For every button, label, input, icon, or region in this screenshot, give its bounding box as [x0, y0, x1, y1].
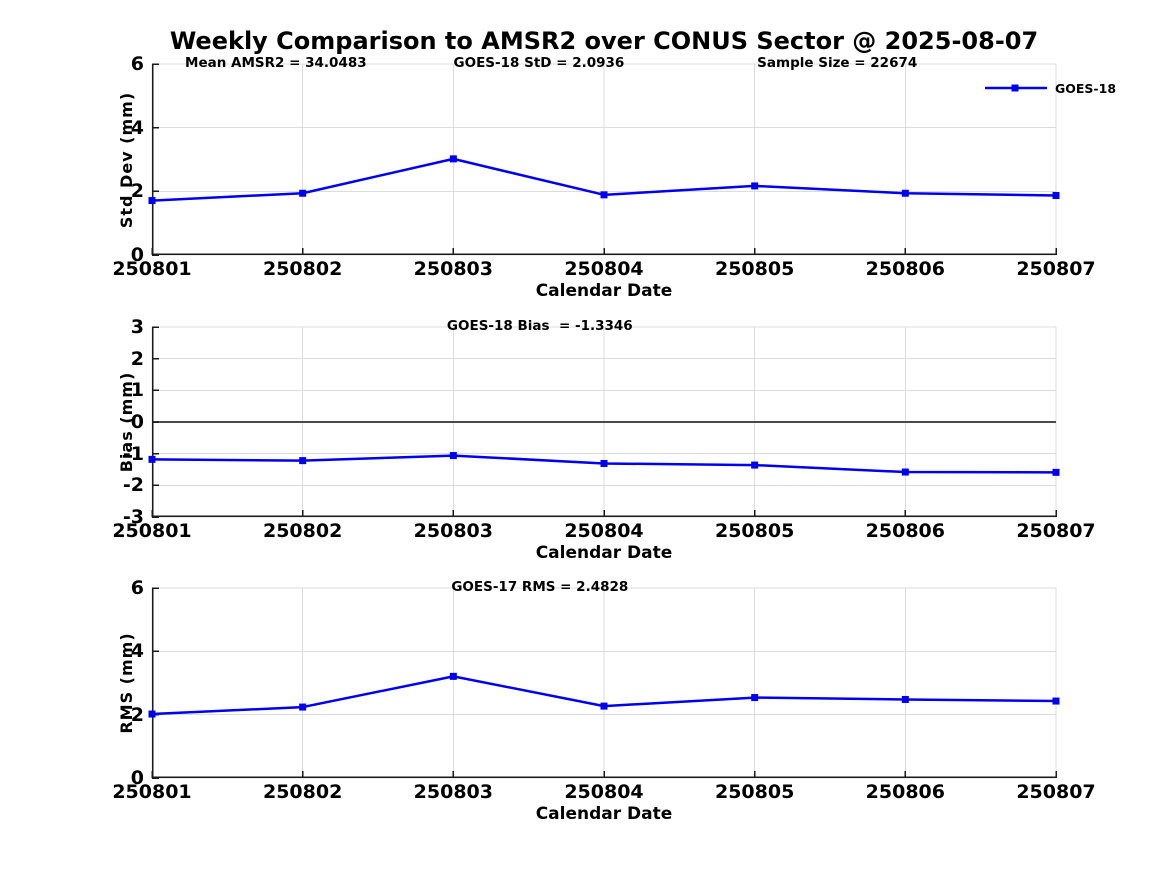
y-tick-label: 0: [130, 767, 144, 789]
y-tick-label: 2: [130, 347, 144, 370]
x-tick-label: 250801: [112, 258, 192, 280]
data-point-marker: [600, 191, 608, 199]
legend-label: GOES-18: [1055, 80, 1117, 96]
data-point-marker: [299, 457, 307, 465]
y-tick-label: 1: [130, 379, 144, 402]
x-tick-label: 250801: [112, 781, 192, 803]
data-point-marker: [901, 695, 909, 703]
data-point-marker: [148, 455, 156, 463]
x-tick-label: 250807: [1016, 258, 1096, 280]
y-axis-label: Bias (mm): [117, 371, 136, 473]
plot-area-rms: [148, 587, 1060, 779]
data-point-marker: [751, 182, 759, 190]
y-tick-label: 2: [130, 180, 144, 203]
x-axis-label: Calendar Date: [535, 281, 673, 301]
x-tick-label: 250803: [413, 781, 493, 803]
x-axis-label: Calendar Date: [535, 543, 673, 563]
y-tick-label: -2: [122, 474, 144, 497]
y-tick-label: 2: [130, 703, 144, 726]
x-tick-label: 250807: [1016, 520, 1096, 542]
data-point-marker: [901, 468, 909, 476]
data-point-marker: [148, 710, 156, 718]
plot-area-bias: [148, 326, 1060, 518]
y-tick-label: 3: [130, 316, 144, 338]
x-tick-label: 250801: [112, 520, 192, 542]
y-tick-label: -3: [122, 506, 144, 528]
x-tick-label: 250804: [564, 520, 644, 542]
y-tick-label: 4: [130, 640, 144, 663]
x-tick-label: 250802: [262, 258, 343, 280]
annotation: GOES-17 RMS = 2.4828: [451, 579, 629, 595]
data-point-marker: [1052, 191, 1060, 199]
y-tick-label: 0: [130, 244, 144, 266]
y-tick-label: 6: [130, 577, 144, 599]
x-tick-label: 250806: [865, 520, 945, 542]
legend: GOES-18: [985, 79, 1116, 97]
annotation: Mean AMSR2 = 34.0483: [185, 55, 367, 71]
y-tick-label: 6: [130, 53, 144, 75]
data-point-marker: [299, 189, 307, 197]
chart-title: Weekly Comparison to AMSR2 over CONUS Se…: [169, 27, 1039, 55]
data-point-marker: [600, 702, 608, 710]
plot-area-stddev: [148, 63, 1060, 256]
data-point-marker: [751, 694, 759, 702]
x-tick-label: 250805: [714, 781, 795, 803]
y-tick-label: -1: [122, 442, 144, 465]
x-tick-label: 250804: [564, 781, 644, 803]
x-tick-label: 250802: [262, 781, 343, 803]
x-tick-label: 250802: [262, 520, 343, 542]
x-tick-label: 250807: [1016, 781, 1096, 803]
annotation: GOES-18 StD = 2.0936: [453, 55, 625, 71]
y-tick-label: 4: [130, 116, 144, 139]
data-point-marker: [449, 155, 457, 163]
y-axis-label: RMS (mm): [117, 632, 136, 734]
x-tick-label: 250805: [714, 520, 795, 542]
x-tick-label: 250803: [413, 520, 493, 542]
data-point-marker: [148, 197, 156, 205]
data-point-marker: [299, 703, 307, 711]
annotation: Sample Size = 22674: [757, 55, 918, 71]
data-point-marker: [449, 672, 457, 680]
legend-square-marker: [1011, 84, 1019, 92]
data-point-marker: [1052, 468, 1060, 476]
x-tick-label: 250805: [714, 258, 795, 280]
data-point-marker: [1052, 697, 1060, 705]
x-tick-label: 250803: [413, 258, 493, 280]
x-tick-label: 250806: [865, 258, 945, 280]
data-point-marker: [901, 189, 909, 197]
data-point-marker: [600, 459, 608, 467]
data-point-marker: [751, 461, 759, 469]
x-axis-label: Calendar Date: [535, 804, 673, 824]
x-tick-label: 250806: [865, 781, 945, 803]
annotation: GOES-18 Bias = -1.3346: [446, 318, 633, 334]
y-tick-label: 0: [130, 411, 144, 433]
data-point-marker: [449, 452, 457, 460]
x-tick-label: 250804: [564, 258, 644, 280]
legend-marker-icon: [985, 84, 1047, 92]
